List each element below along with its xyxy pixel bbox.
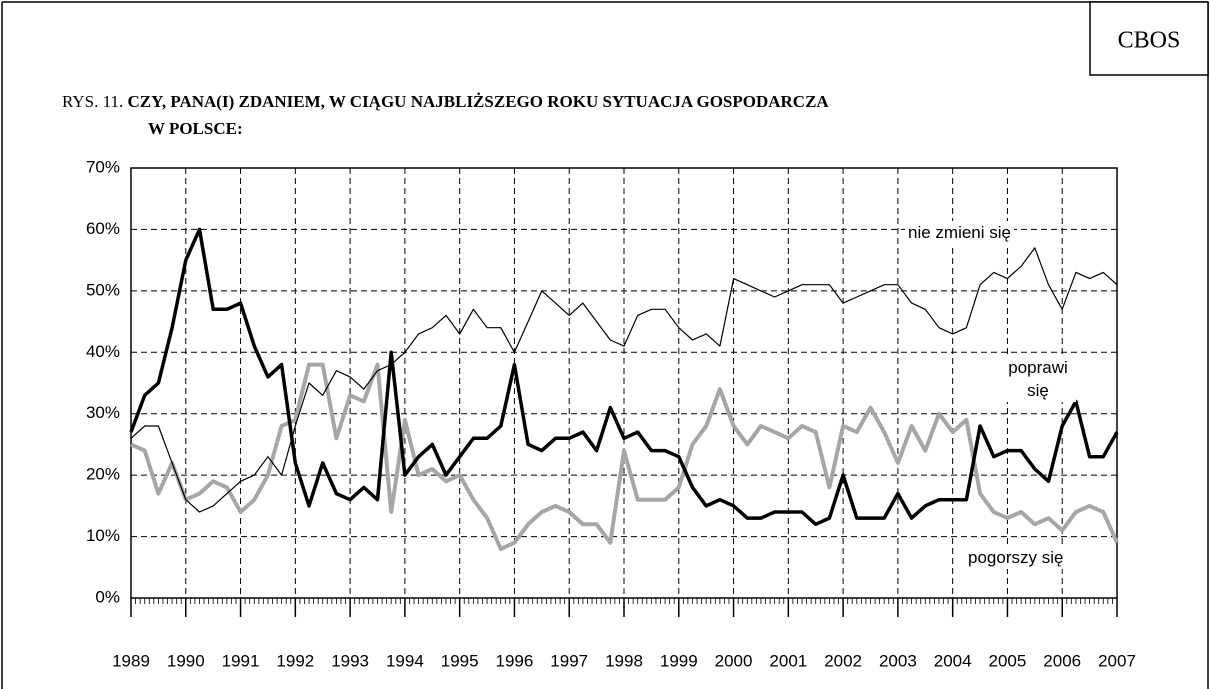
x-tick-label: 2006 — [1043, 651, 1081, 670]
brand-box — [1089, 1, 1209, 76]
title-line: W POLSCE: — [148, 119, 243, 138]
series-line — [129, 227, 1119, 527]
y-tick-label: 20% — [86, 465, 120, 484]
x-tick-label: 2004 — [934, 651, 972, 670]
series-label: nie zmieni się — [905, 221, 1014, 244]
x-tick-label: 1994 — [386, 651, 424, 670]
figure-label: RYS. 11. — [62, 92, 123, 111]
series-line — [130, 362, 1119, 551]
series-line — [130, 247, 1118, 513]
x-tick-label: 1999 — [660, 651, 698, 670]
x-tick-label: 2005 — [989, 651, 1027, 670]
y-tick-label: 40% — [86, 342, 120, 361]
x-tick-label: 1996 — [496, 651, 534, 670]
x-tick-label: 1991 — [222, 651, 260, 670]
title: RYS. 11. CZY, PANA(I) ZDANIEM, W CIĄGU N… — [62, 92, 829, 111]
x-tick-label: 2000 — [715, 651, 753, 670]
y-tick-label: 50% — [86, 280, 120, 299]
x-tick-label: 1993 — [331, 651, 369, 670]
x-tick-label: 2001 — [769, 651, 807, 670]
brand: CBOS — [1118, 28, 1181, 54]
y-tick-label: 0% — [95, 587, 120, 606]
x-tick-label: 2002 — [824, 651, 862, 670]
x-tick-label: 2007 — [1098, 651, 1136, 670]
x-tick-label: 1995 — [441, 651, 479, 670]
x-tick-label: 1998 — [605, 651, 643, 670]
x-tick-label: 1992 — [276, 651, 314, 670]
y-tick-label: 60% — [86, 219, 120, 238]
plot-frame — [130, 167, 1118, 599]
y-tick-label: 30% — [86, 403, 120, 422]
y-tick-label: 70% — [86, 157, 120, 176]
x-tick-label: 1989 — [112, 651, 150, 670]
x-tick-label: 2003 — [879, 651, 917, 670]
x-tick-label: 1990 — [167, 651, 205, 670]
y-tick-label: 10% — [86, 526, 120, 545]
x-tick-label: 1997 — [550, 651, 588, 670]
series-label: pogorszy się — [965, 546, 1067, 569]
series-label: poprawi się — [1000, 356, 1076, 402]
title-line: CZY, PANA(I) ZDANIEM, W CIĄGU NAJBLIŻSZE… — [128, 92, 830, 111]
